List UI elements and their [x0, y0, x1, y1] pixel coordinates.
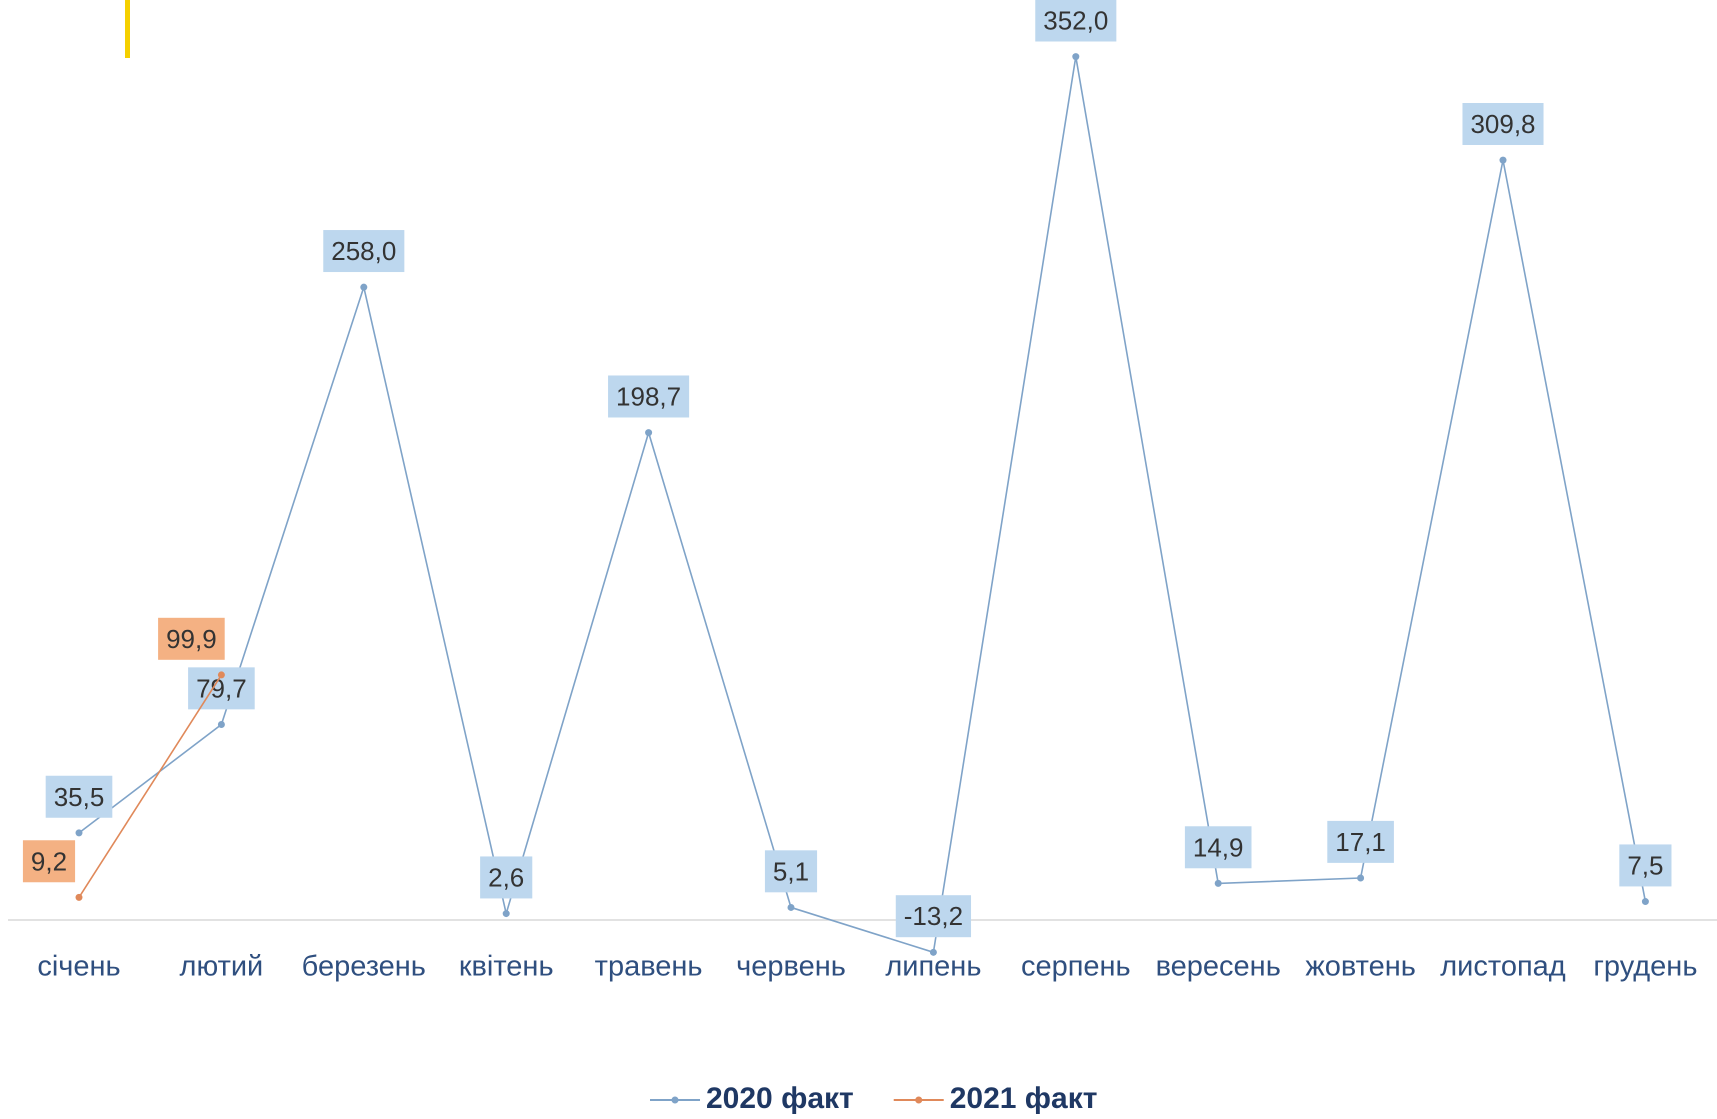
legend-marker — [672, 1097, 679, 1104]
data-point — [360, 284, 367, 291]
value-label: 17,1 — [1335, 827, 1386, 857]
value-label: 352,0 — [1043, 5, 1108, 35]
value-label: 309,8 — [1470, 109, 1535, 139]
data-point — [788, 904, 795, 911]
data-point — [645, 429, 652, 436]
value-label: 198,7 — [616, 381, 681, 411]
x-tick-label: жовтень — [1305, 951, 1416, 983]
x-tick-label: січень — [37, 951, 120, 983]
data-point — [218, 721, 225, 728]
data-point — [76, 894, 83, 901]
data-point — [503, 910, 510, 917]
logo-bar — [125, 0, 130, 58]
value-label: 35,5 — [54, 782, 105, 812]
value-label: 99,9 — [166, 624, 217, 654]
value-label: 9,2 — [31, 846, 67, 876]
value-label: 14,9 — [1193, 832, 1244, 862]
data-point — [930, 949, 937, 956]
x-tick-label: грудень — [1593, 951, 1697, 983]
legend-label: 2020 факт — [706, 1082, 854, 1115]
x-tick-label: квітень — [459, 951, 554, 983]
legend-label: 2021 факт — [950, 1082, 1098, 1115]
x-tick-label: лютий — [180, 951, 264, 983]
value-label: -13,2 — [904, 901, 963, 931]
x-tick-label: листопад — [1440, 951, 1566, 983]
legend-marker — [915, 1097, 922, 1104]
value-label: 2,6 — [488, 862, 524, 892]
data-point — [1642, 898, 1649, 905]
data-point — [1215, 880, 1222, 887]
data-point — [218, 671, 225, 678]
data-point — [76, 829, 83, 836]
value-label: 5,1 — [773, 856, 809, 886]
x-tick-label: травень — [595, 951, 703, 983]
data-point — [1072, 53, 1079, 60]
data-point — [1357, 875, 1364, 882]
chart: січень лютий березень квітень травень червень… — [0, 0, 1717, 1119]
x-tick-label: березень — [302, 951, 426, 983]
value-label: 258,0 — [331, 236, 396, 266]
x-tick-label: червень — [736, 951, 846, 983]
series-line — [79, 57, 1645, 953]
x-tick-label: вересень — [1156, 951, 1281, 983]
page: {"chart_data": {"type": "line", "categor… — [0, 0, 1717, 1119]
value-label: 7,5 — [1627, 850, 1663, 880]
x-tick-label: серпень — [1021, 951, 1131, 983]
data-point — [1500, 157, 1507, 164]
